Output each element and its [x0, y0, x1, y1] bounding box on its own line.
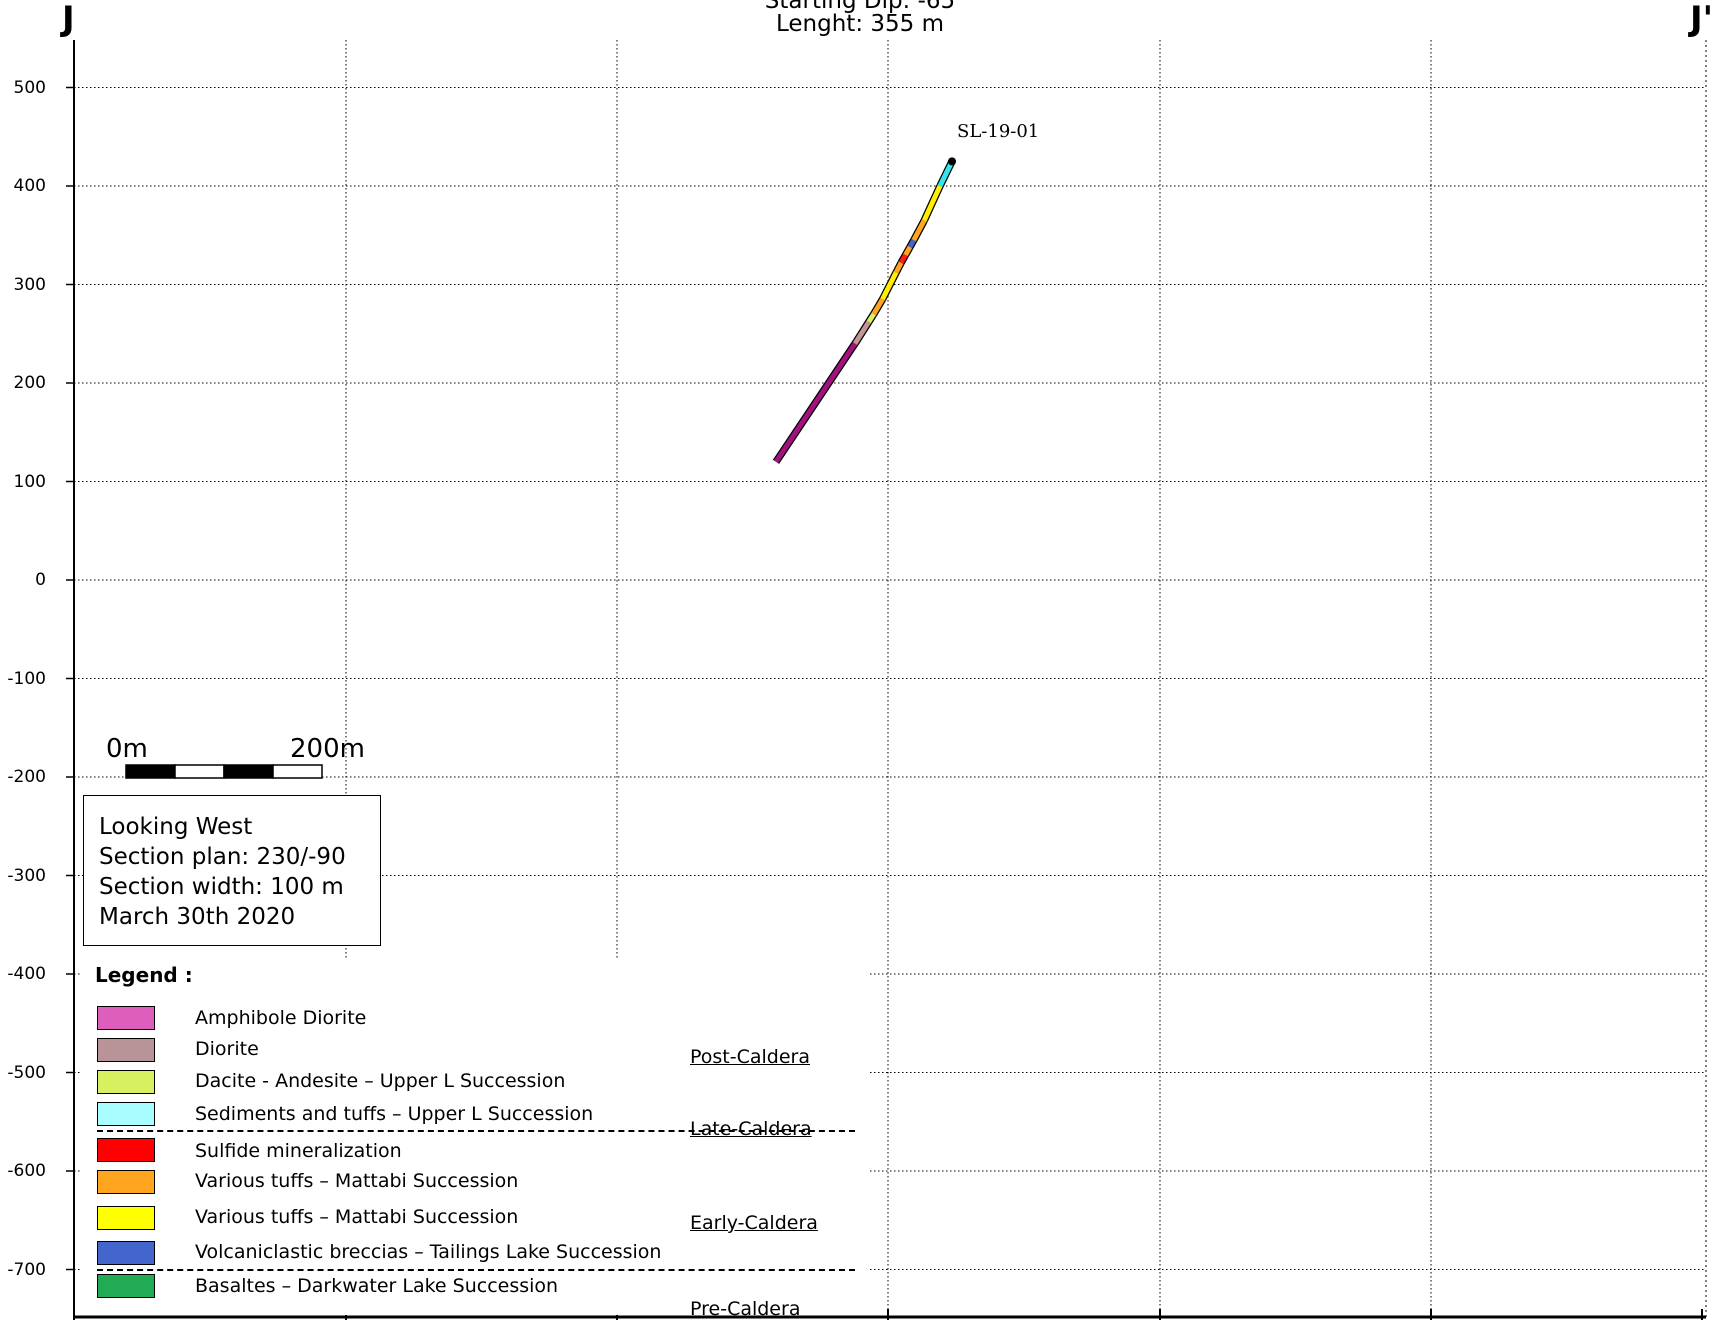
group-label-pre-caldera: Pre-Caldera: [690, 1298, 801, 1320]
drillhole-interval: [880, 271, 899, 301]
scale-bar-segment: [174, 764, 225, 779]
drillhole-collar: [948, 157, 956, 166]
elevation-tick-label: 0: [35, 570, 46, 590]
drillhole-interval: [871, 298, 885, 316]
legend-group-divider: [97, 1269, 855, 1271]
drillhole-interval: [852, 320, 871, 345]
legend-swatch-amphibole-diorite: [97, 1006, 155, 1030]
legend-swatch-dacite-andesite: [97, 1070, 155, 1094]
elevation-tick-label: 400: [13, 176, 46, 196]
legend-swatch-tuffs-orange: [97, 1170, 155, 1194]
section-end-label: J': [1690, 0, 1714, 39]
elevation-tick-label: 500: [13, 77, 46, 98]
legend-swatch-volcaniclastic: [97, 1241, 155, 1265]
drillhole-interval: [893, 261, 904, 274]
scale-end-label: 200m: [290, 734, 365, 764]
legend-label-volcaniclastic: Volcaniclastic breccias – Tailings Lake …: [195, 1241, 662, 1263]
legend-label-dacite-andesite: Dacite - Andesite – Upper L Succession: [195, 1070, 566, 1092]
scale-bar: [125, 764, 323, 779]
legend-group-divider: [97, 1130, 855, 1132]
section-width-text: Section width: 100 m: [99, 874, 344, 900]
elevation-tick-marks: [66, 86, 74, 1271]
legend-panel: Legend : Amphibole Diorite Diorite Dacit…: [80, 960, 870, 1320]
group-label-late-caldera: Late-Caldera: [690, 1118, 812, 1140]
elevation-tick-label: -600: [7, 1161, 46, 1181]
drillhole-name-label: SL-19-01: [957, 121, 1040, 142]
drillhole-interval: [898, 253, 908, 265]
starting-dip-text: Starting Dip: -65: [764, 0, 956, 14]
legend-label-diorite: Diorite: [195, 1038, 259, 1060]
drillhole-interval: [773, 342, 858, 464]
legend-label-sulfide: Sulfide mineralization: [195, 1140, 402, 1162]
drillhole-interval: [911, 219, 927, 242]
group-label-post-caldera: Post-Caldera: [690, 1046, 811, 1068]
view-direction-text: Looking West: [99, 814, 253, 840]
legend-label-tuffs-orange: Various tuffs – Mattabi Succession: [195, 1170, 519, 1192]
legend-swatch-diorite: [97, 1038, 155, 1062]
drillhole-interval: [921, 184, 943, 222]
elevation-tick-label: -100: [7, 668, 46, 689]
legend-swatch-basaltes: [97, 1274, 155, 1298]
elevation-tick-label: 100: [13, 471, 46, 492]
legend-title: Legend :: [95, 963, 193, 987]
elevation-tick-label: -700: [7, 1259, 46, 1280]
section-start-label: J: [62, 0, 75, 39]
elevation-tick-label: -300: [7, 865, 46, 886]
elevation-tick-label: 200: [13, 373, 46, 393]
section-plan-text: Section plan: 230/-90: [99, 844, 346, 870]
legend-label-amphibole-diorite: Amphibole Diorite: [195, 1007, 367, 1029]
elevation-tick-label: 300: [13, 274, 46, 295]
legend-swatch-sulfide: [97, 1138, 155, 1162]
group-label-early-caldera: Early-Caldera: [690, 1212, 818, 1234]
elevation-tick-label: -200: [7, 767, 46, 787]
scale-bar-segment: [125, 764, 176, 779]
drillhole-interval: [907, 238, 916, 249]
elevation-tick-label: -500: [7, 1062, 46, 1083]
drillhole-trace: [772, 159, 956, 464]
scale-bar-segment: [223, 764, 274, 779]
scale-start-label: 0m: [106, 734, 148, 764]
legend-label-basaltes: Basaltes – Darkwater Lake Succession: [195, 1275, 559, 1297]
scale-bar-segment: [272, 764, 323, 779]
legend-label-sediments-tuffs: Sediments and tuffs – Upper L Succession: [195, 1103, 594, 1125]
legend-swatch-sediments-tuffs: [97, 1102, 155, 1126]
section-date-text: March 30th 2020: [99, 904, 296, 930]
drillhole-interval: [903, 245, 913, 257]
hole-length-text: Lenght: 355 m: [775, 11, 944, 37]
drillhole-interval: [937, 160, 955, 188]
section-info-box: Looking West Section plan: 230/-90 Secti…: [83, 795, 381, 946]
legend-label-tuffs-yellow: Various tuffs – Mattabi Succession: [195, 1206, 519, 1228]
legend-swatch-tuffs-yellow: [97, 1206, 155, 1230]
elevation-tick-label: -400: [7, 964, 46, 984]
drillhole-interval: [866, 312, 876, 324]
